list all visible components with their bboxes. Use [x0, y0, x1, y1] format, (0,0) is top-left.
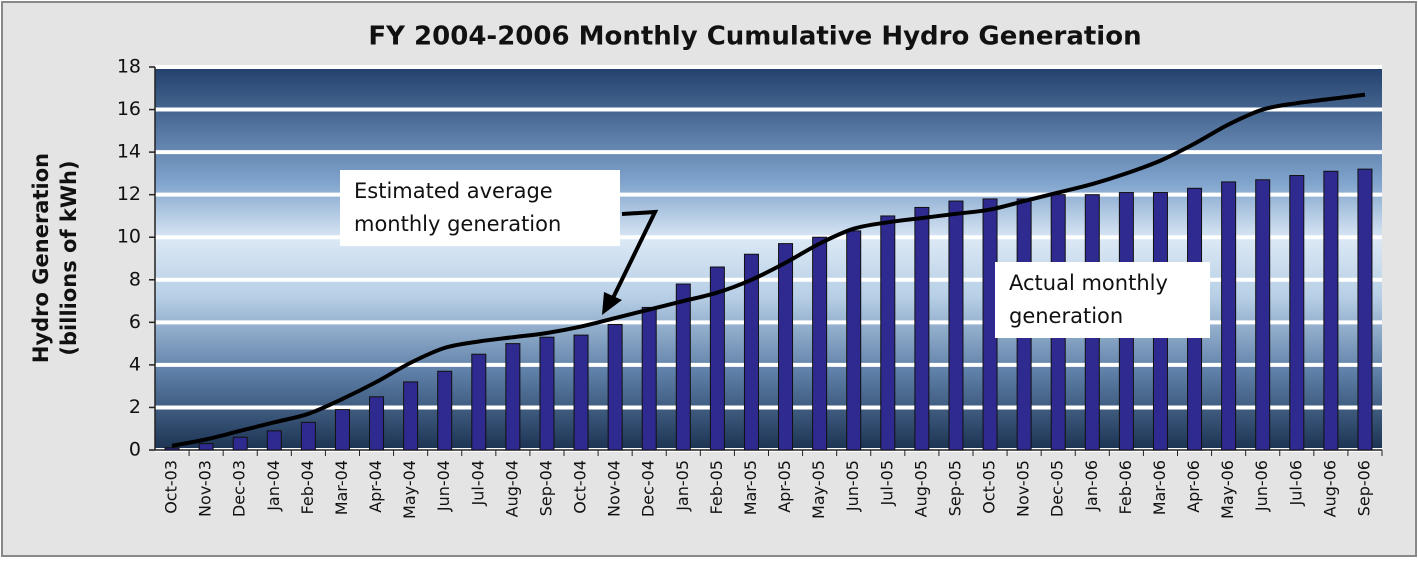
x-tick-label: Apr-04 [366, 460, 385, 513]
x-tick-label: May-05 [809, 460, 828, 519]
bar [266, 430, 282, 451]
annotation-text: monthly generation [354, 212, 561, 236]
annotation-text: Actual monthly [1009, 271, 1168, 295]
x-tick-label: Apr-05 [775, 460, 794, 513]
x-tick-label: Jan-05 [673, 460, 692, 512]
bar [812, 236, 828, 451]
bar [471, 353, 487, 451]
plot-area [155, 67, 1382, 450]
line [171, 92, 1366, 448]
bar [880, 215, 896, 451]
bar [505, 343, 521, 451]
x-tick-label: Dec-04 [639, 460, 658, 517]
bar [914, 206, 930, 451]
bar [1357, 168, 1373, 451]
y-tick-label: 2 [129, 396, 141, 418]
x-tick-label: Dec-03 [230, 460, 249, 517]
bar [437, 370, 453, 451]
x-tick-label: Nov-03 [196, 460, 215, 517]
x-tick-label: May-06 [1218, 460, 1237, 519]
x-tick-label: Nov-04 [605, 460, 624, 517]
x-tick-label: Aug-04 [502, 460, 521, 517]
x-tick-label: Aug-06 [1320, 460, 1339, 517]
x-tick-label: Mar-06 [1150, 460, 1169, 515]
y-axis-label: (billions of kWh) [57, 160, 81, 355]
bar [743, 253, 759, 451]
x-tick-label: Mar-05 [741, 460, 760, 515]
annotation-arrow [610, 209, 659, 301]
bar [1221, 181, 1237, 451]
bar [607, 323, 623, 451]
bar [334, 409, 350, 451]
bar [573, 334, 589, 451]
x-tick-label: Jul-06 [1286, 460, 1305, 506]
bar [403, 381, 419, 451]
bar [641, 306, 657, 451]
x-tick-label: Jun-04 [434, 460, 453, 512]
y-tick-label: 8 [129, 268, 141, 290]
x-tick-label: Oct-03 [162, 460, 181, 514]
x-tick-label: Jul-04 [468, 460, 487, 506]
y-tick-label: 6 [129, 311, 141, 333]
x-tick-label: Oct-05 [980, 460, 999, 514]
bar [1289, 175, 1305, 451]
x-tick-label: Jun-05 [843, 460, 862, 512]
x-tick-label: Feb-05 [707, 460, 726, 514]
bar [164, 447, 180, 451]
x-tick-label: Apr-06 [1184, 460, 1203, 513]
y-tick-label: 4 [129, 353, 141, 375]
bar [948, 200, 964, 451]
x-tick-label: Jan-04 [264, 460, 283, 512]
y-tick-label: 18 [117, 56, 141, 78]
y-tick-label: 12 [117, 183, 141, 205]
x-tick-label: Jan-06 [1082, 460, 1101, 512]
arrow-head [602, 292, 622, 315]
y-tick-label: 10 [117, 226, 141, 248]
annotation-box [995, 262, 1210, 338]
annotation-box [340, 170, 620, 246]
x-tick-label: Jun-06 [1252, 460, 1271, 512]
bar [982, 198, 998, 451]
chart-title: FY 2004-2006 Monthly Cumulative Hydro Ge… [368, 22, 1141, 52]
x-tick-label: Dec-05 [1048, 460, 1067, 517]
x-tick-label: Sep-06 [1354, 460, 1373, 516]
x-tick-label: Aug-05 [911, 460, 930, 517]
bar [198, 443, 214, 451]
x-tick-label: Nov-05 [1014, 460, 1033, 517]
bar [1255, 179, 1271, 451]
annotation-text: Estimated average [354, 179, 553, 203]
x-tick-label: May-04 [400, 460, 419, 519]
bar [539, 336, 555, 451]
y-axis-label: Hydro Generation [29, 153, 53, 363]
annotation-text: generation [1009, 304, 1123, 328]
x-tick-label: Feb-06 [1116, 460, 1135, 514]
x-tick-label: Sep-04 [536, 460, 555, 516]
bar [369, 396, 385, 451]
x-tick-label: Oct-04 [571, 460, 590, 514]
y-tick-label: 0 [129, 439, 141, 461]
x-tick-label: Mar-04 [332, 460, 351, 515]
bar [846, 230, 862, 451]
bar [709, 266, 725, 451]
bar [300, 421, 316, 451]
y-tick-label: 16 [117, 98, 141, 120]
bar [1323, 170, 1339, 451]
bar [778, 243, 794, 451]
x-tick-label: Feb-04 [298, 460, 317, 514]
x-tick-label: Sep-05 [945, 460, 964, 516]
bar [675, 283, 691, 451]
x-tick-label: Jul-05 [877, 460, 896, 506]
y-tick-label: 14 [117, 141, 141, 163]
bar [232, 436, 248, 451]
